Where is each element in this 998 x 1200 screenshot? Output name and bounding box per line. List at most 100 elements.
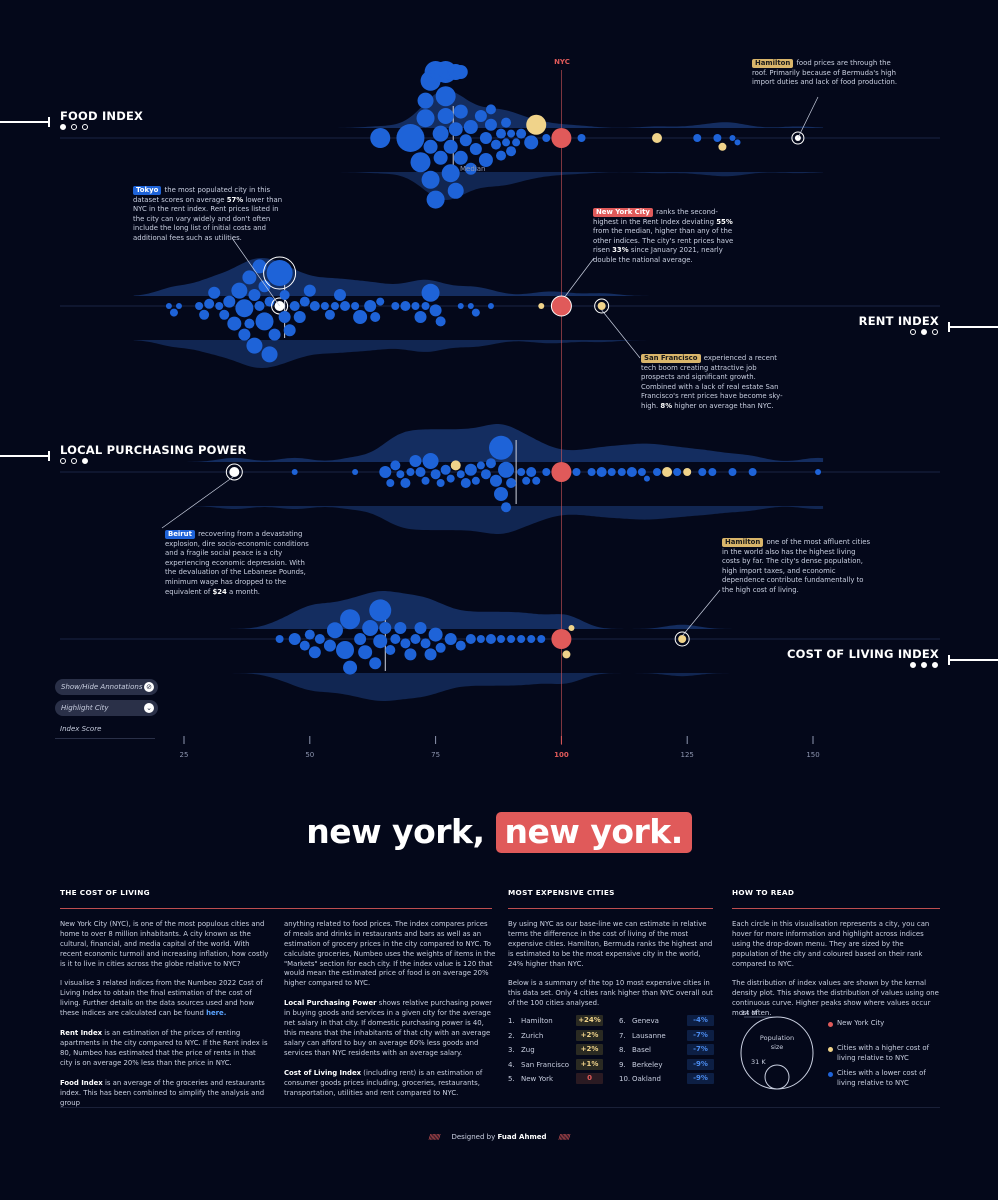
size-label-1: Population — [760, 1034, 794, 1042]
density-upper — [133, 90, 824, 128]
rank-city: San Francisco — [521, 1060, 570, 1069]
city-point — [568, 625, 575, 631]
dot-2[interactable] — [921, 662, 927, 668]
term: Food Index — [60, 1078, 103, 1087]
nyc-point — [551, 128, 572, 148]
city-point — [379, 622, 392, 634]
food-index-dots[interactable] — [60, 124, 88, 130]
size-min-label: 31 K — [751, 1058, 766, 1066]
city-point — [400, 478, 411, 488]
rank-city: New York — [521, 1075, 554, 1083]
city-point — [227, 316, 242, 331]
beeswarm-chart: NYC Median — [60, 58, 940, 745]
city-point — [428, 627, 443, 642]
city-point — [463, 120, 478, 134]
rent-index-dots[interactable] — [910, 329, 938, 335]
size-label-2: size — [771, 1043, 784, 1051]
dot-1[interactable] — [910, 662, 916, 668]
city-point — [195, 302, 204, 310]
dot-3[interactable] — [932, 662, 938, 668]
ranking-row[interactable]: 1. Hamilton +24% — [508, 1015, 608, 1032]
dot-1[interactable] — [60, 124, 66, 130]
city-point — [459, 134, 472, 147]
dot-1[interactable] — [910, 329, 916, 335]
food-edge-line — [0, 121, 48, 123]
dot-3[interactable] — [82, 458, 88, 464]
city-point — [229, 467, 240, 477]
city-point — [734, 139, 741, 146]
city-point — [453, 104, 468, 119]
cost-of-living-section: THE COST OF LIVING New York City (NYC), … — [60, 888, 495, 1107]
dot-3[interactable] — [932, 329, 938, 335]
city-point — [385, 645, 396, 655]
city-point — [526, 467, 537, 477]
city-tag: New York City — [593, 208, 653, 217]
hero-part-1: new york, — [306, 812, 485, 851]
city-point — [435, 86, 456, 107]
city-point — [617, 468, 626, 476]
annotation-bold: 57% — [226, 195, 244, 204]
lpp-dots[interactable] — [60, 458, 88, 464]
annotation-hamilton-food: Hamilton food prices are through the roo… — [752, 59, 902, 88]
ranking-row[interactable]: 9. Berkeley -9% — [619, 1058, 719, 1076]
dot-3[interactable] — [82, 124, 88, 130]
median-label: Median — [460, 165, 485, 173]
city-point — [597, 302, 606, 310]
city-point — [444, 633, 457, 645]
highlight-city-select[interactable]: Highlight City ⌄ — [55, 700, 158, 716]
rank-value-badge: +1% — [576, 1058, 603, 1070]
city-point — [304, 629, 315, 640]
ranking-row[interactable]: 8. Basel -7% — [619, 1044, 719, 1061]
city-point — [291, 469, 298, 475]
credit-prefix: Designed by — [451, 1133, 498, 1141]
dot-2[interactable] — [921, 329, 927, 335]
dot-2[interactable] — [71, 124, 77, 130]
city-point — [324, 309, 335, 320]
city-point — [501, 502, 512, 513]
city-point — [421, 302, 430, 310]
city-point — [448, 122, 463, 137]
city-point — [417, 92, 434, 109]
city-point — [673, 468, 682, 476]
city-point — [409, 455, 422, 467]
city-point — [489, 474, 502, 487]
data-source-link[interactable]: here. — [206, 1009, 227, 1018]
dot-1[interactable] — [60, 458, 66, 464]
dot-2[interactable] — [71, 458, 77, 464]
city-point — [278, 311, 291, 323]
city-point — [450, 460, 461, 471]
city-point — [457, 303, 464, 309]
paragraph-text: is an estimation of the prices of rentin… — [60, 1029, 268, 1067]
city-point — [414, 622, 427, 634]
ranking-row[interactable]: 10. Oakland -9% — [619, 1073, 719, 1090]
toggle-annotations-button[interactable]: Show/Hide Annotations ⊘ — [55, 679, 158, 695]
col-text-right: anything related to food prices. The ind… — [284, 920, 496, 1109]
rank-city: Zug — [521, 1046, 535, 1054]
highlight-city-label: Highlight City — [61, 704, 109, 712]
city-point — [501, 117, 512, 128]
ranking-row[interactable]: 4. San Francisco +1% — [508, 1058, 608, 1076]
city-point — [522, 476, 531, 485]
x-tick-label: 25 — [179, 751, 189, 759]
city-point — [441, 164, 460, 183]
lpp-title: LOCAL PURCHASING POWER — [60, 443, 247, 457]
city-point — [204, 298, 215, 309]
city-point — [487, 303, 494, 309]
city-point — [370, 312, 381, 322]
city-point — [446, 474, 455, 483]
ranking-row[interactable]: 7. Lausanne -7% — [619, 1029, 719, 1047]
callout-layer — [161, 96, 819, 637]
city-point — [199, 309, 210, 320]
ranking-row[interactable]: 3. Zug +2% — [508, 1044, 608, 1061]
city-point — [223, 295, 236, 308]
rank-value-badge: -7% — [687, 1029, 714, 1041]
rank-city: Lausanne — [632, 1031, 666, 1040]
rank-value-badge: -4% — [687, 1015, 714, 1026]
ranking-row[interactable]: 6. Geneva -4% — [619, 1015, 719, 1032]
col-index-dots[interactable] — [910, 662, 938, 668]
term: Local Purchasing Power — [284, 999, 377, 1008]
city-point — [476, 635, 485, 643]
ranking-row[interactable]: 5. New York 0 — [508, 1073, 608, 1090]
ranking-row[interactable]: 2. Zurich +2% — [508, 1029, 608, 1047]
city-point — [279, 290, 290, 300]
